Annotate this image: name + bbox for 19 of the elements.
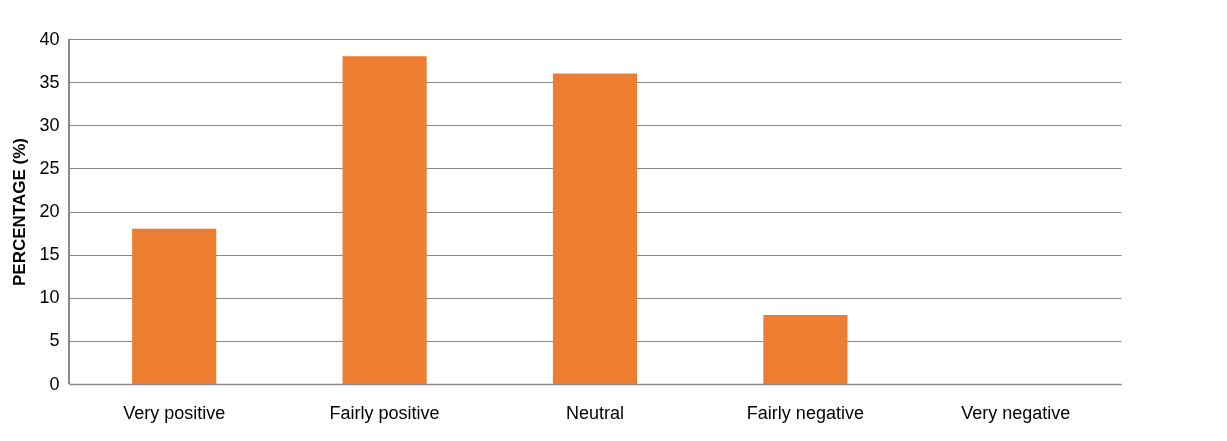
y-tick-label: 15 (39, 244, 60, 265)
y-tick-label: 30 (39, 114, 60, 135)
y-tick-label: 20 (39, 201, 60, 221)
bar (552, 73, 638, 384)
y-tick-label: 35 (39, 71, 60, 92)
y-tick-label: 10 (39, 287, 60, 308)
y-tick-label: 25 (39, 157, 60, 178)
y-axis-title: PERCENTAGE (%) (10, 138, 30, 286)
y-tick-label: 5 (49, 330, 60, 351)
x-tick-label: Fairly negative (746, 402, 864, 423)
bar (132, 228, 217, 384)
bar (763, 315, 848, 384)
y-tick-label: 0 (49, 373, 60, 394)
x-tick-label: Very negative (961, 402, 1071, 423)
x-tick-label: Neutral (565, 402, 625, 423)
x-tick-label: Fairly positive (329, 402, 440, 423)
bar (342, 56, 427, 384)
x-tick-label: Very positive (123, 402, 226, 423)
y-tick-label: 40 (39, 28, 60, 49)
